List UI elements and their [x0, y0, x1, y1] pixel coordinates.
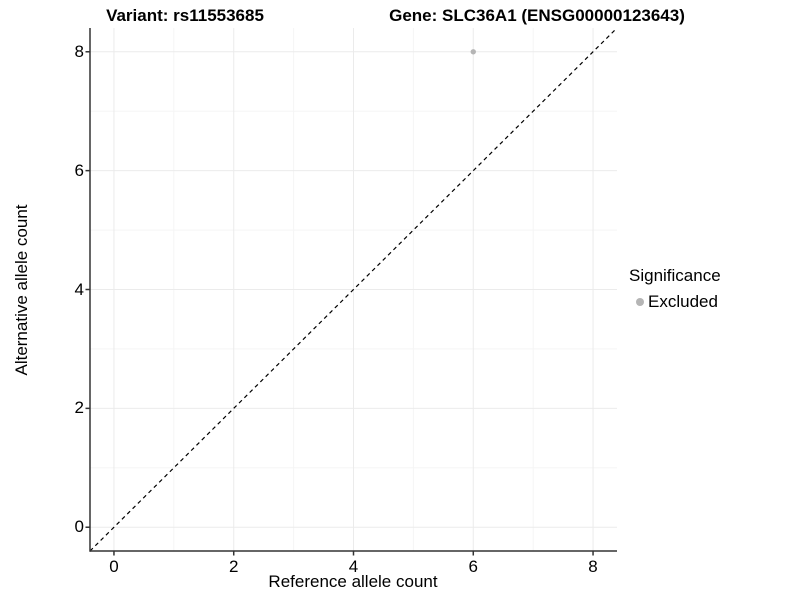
x-axis-title: Reference allele count	[268, 572, 438, 591]
identity-line	[89, 27, 618, 552]
data-point	[470, 49, 476, 55]
x-tick-label: 4	[348, 557, 359, 576]
y-tick-label: 4	[74, 279, 84, 299]
plot-title-variant: Variant: rs11553685	[106, 6, 264, 25]
legend-title: Significance	[629, 266, 721, 285]
legend-key-dot-icon	[636, 298, 644, 306]
plot-title-gene: Gene: SLC36A1 (ENSG00000123643)	[389, 6, 685, 25]
legend: Significance Excluded	[629, 266, 721, 312]
y-tick-label: 2	[74, 398, 84, 418]
x-tick-label: 2	[228, 557, 239, 576]
x-tick-label: 6	[468, 557, 478, 576]
y-tick-label: 6	[74, 160, 84, 180]
y-tick-label: 0	[74, 517, 84, 537]
y-axis-title: Alternative allele count	[12, 204, 31, 376]
x-tick-label: 0	[109, 557, 119, 576]
y-tick-label: 8	[74, 41, 84, 61]
legend-entry-label: Excluded	[648, 292, 718, 311]
legend-entry-excluded: Excluded	[629, 292, 721, 312]
x-tick-label: 8	[588, 557, 598, 576]
